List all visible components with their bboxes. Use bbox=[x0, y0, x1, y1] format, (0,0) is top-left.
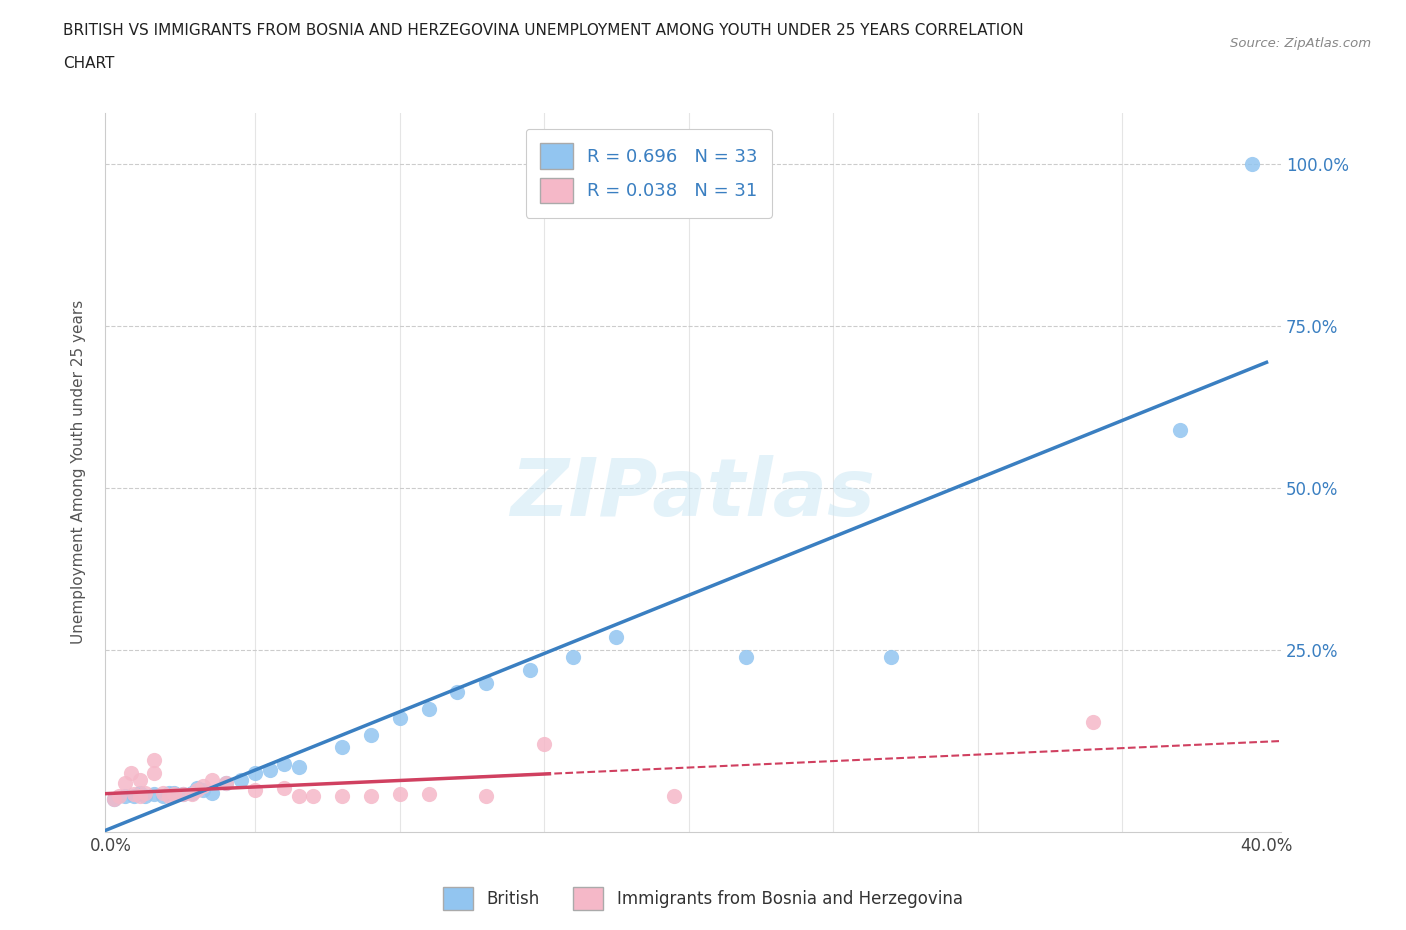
Point bbox=[287, 789, 309, 804]
Point bbox=[172, 787, 194, 802]
Point bbox=[114, 776, 136, 790]
Point bbox=[330, 740, 353, 755]
Point bbox=[134, 785, 156, 800]
Point bbox=[664, 789, 686, 804]
Point bbox=[215, 776, 238, 790]
Point bbox=[259, 763, 281, 777]
Point bbox=[388, 711, 411, 725]
Point bbox=[215, 776, 238, 790]
Text: ZIPatlas: ZIPatlas bbox=[510, 455, 876, 533]
Point bbox=[880, 649, 903, 664]
Point bbox=[1081, 714, 1104, 729]
Point bbox=[201, 785, 224, 800]
Point bbox=[186, 782, 208, 797]
Point bbox=[143, 787, 166, 802]
Point bbox=[229, 773, 252, 788]
Text: CHART: CHART bbox=[63, 56, 115, 71]
Point bbox=[245, 766, 267, 781]
Point bbox=[475, 789, 498, 804]
Point bbox=[245, 782, 267, 797]
Point bbox=[418, 787, 440, 802]
Point bbox=[122, 789, 145, 804]
Point bbox=[475, 675, 498, 690]
Legend: British, Immigrants from Bosnia and Herzegovina: British, Immigrants from Bosnia and Herz… bbox=[437, 880, 969, 917]
Point bbox=[128, 789, 150, 804]
Point bbox=[360, 789, 382, 804]
Point bbox=[120, 766, 142, 781]
Y-axis label: Unemployment Among Youth under 25 years: Unemployment Among Youth under 25 years bbox=[72, 300, 86, 644]
Point bbox=[180, 785, 202, 800]
Point bbox=[330, 789, 353, 804]
Point bbox=[735, 649, 758, 664]
Text: BRITISH VS IMMIGRANTS FROM BOSNIA AND HERZEGOVINA UNEMPLOYMENT AMONG YOUTH UNDER: BRITISH VS IMMIGRANTS FROM BOSNIA AND HE… bbox=[63, 23, 1024, 38]
Point bbox=[108, 789, 131, 804]
Point bbox=[103, 791, 125, 806]
Point bbox=[1241, 157, 1264, 172]
Point bbox=[114, 789, 136, 804]
Point bbox=[193, 779, 215, 794]
Point bbox=[143, 753, 166, 768]
Point bbox=[562, 649, 585, 664]
Point bbox=[273, 756, 295, 771]
Point bbox=[193, 782, 215, 797]
Point bbox=[134, 789, 156, 804]
Point bbox=[172, 787, 194, 802]
Point bbox=[143, 766, 166, 781]
Point bbox=[360, 727, 382, 742]
Point bbox=[122, 787, 145, 802]
Point bbox=[128, 773, 150, 788]
Text: Source: ZipAtlas.com: Source: ZipAtlas.com bbox=[1230, 37, 1371, 50]
Point bbox=[446, 685, 468, 700]
Point bbox=[302, 789, 325, 804]
Point bbox=[605, 630, 627, 644]
Point bbox=[128, 785, 150, 800]
Legend: R = 0.696   N = 33, R = 0.038   N = 31: R = 0.696 N = 33, R = 0.038 N = 31 bbox=[526, 129, 772, 218]
Point bbox=[103, 791, 125, 806]
Point bbox=[157, 785, 180, 800]
Point bbox=[287, 760, 309, 775]
Point bbox=[1168, 422, 1191, 437]
Point bbox=[163, 787, 186, 802]
Point bbox=[533, 737, 555, 751]
Point bbox=[388, 787, 411, 802]
Point bbox=[163, 785, 186, 800]
Point bbox=[152, 785, 174, 800]
Point bbox=[157, 789, 180, 804]
Point bbox=[152, 789, 174, 804]
Point bbox=[519, 662, 541, 677]
Point bbox=[201, 773, 224, 788]
Point bbox=[418, 701, 440, 716]
Point bbox=[273, 780, 295, 795]
Point bbox=[180, 787, 202, 802]
Point bbox=[186, 780, 208, 795]
